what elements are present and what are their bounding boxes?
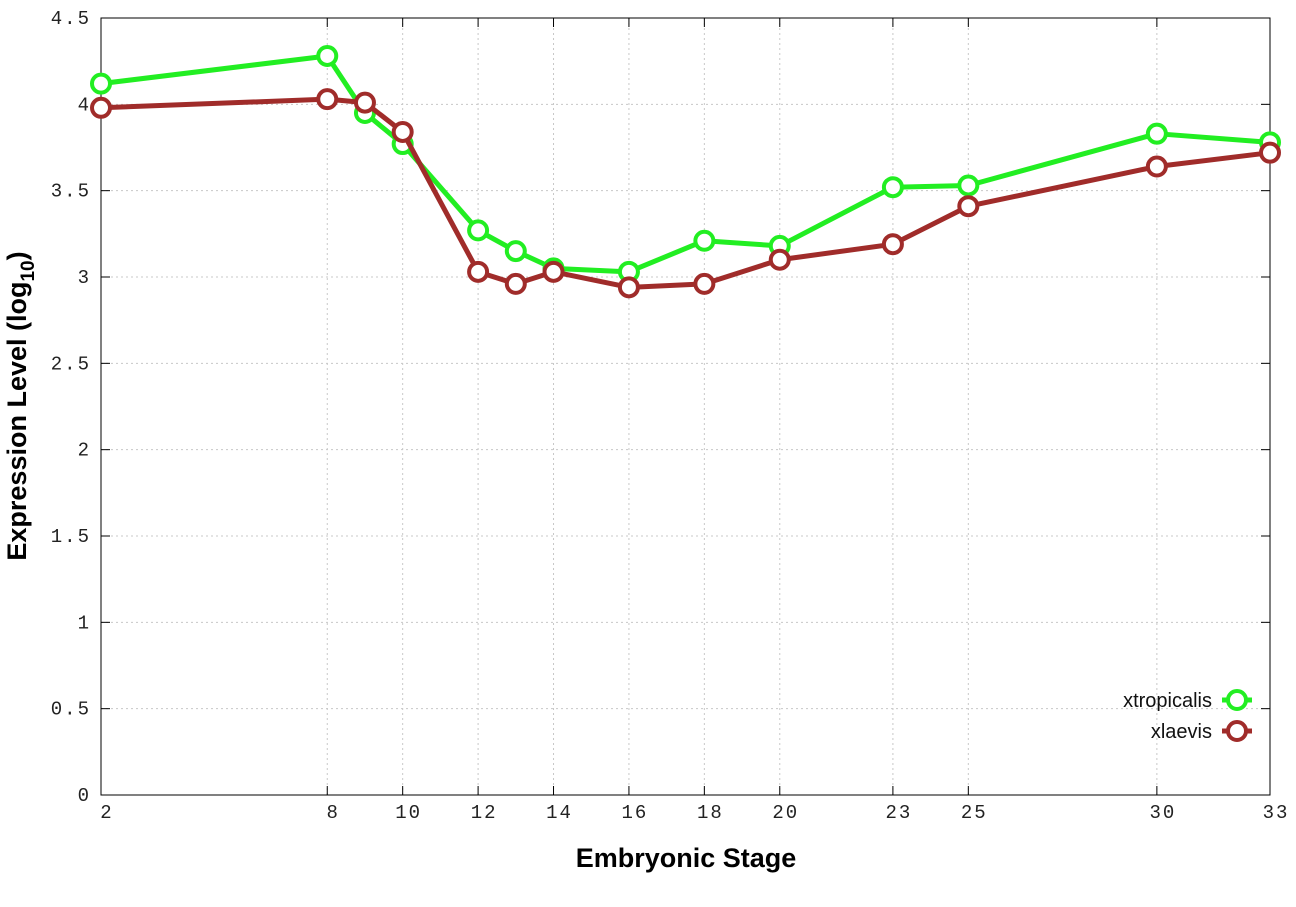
data-point	[391, 120, 414, 143]
series-line	[100, 96, 1271, 290]
data-point	[504, 240, 527, 263]
x-tick-label: 8	[327, 802, 340, 824]
y-axis-title-subscript: 10	[18, 260, 39, 281]
y-tick-label: 1	[78, 612, 91, 634]
data-point	[542, 260, 565, 283]
data-point	[768, 248, 791, 271]
x-axis-title: Embryonic Stage	[576, 843, 797, 873]
y-axis-title: Expression Level (log10)	[2, 251, 39, 560]
legend-label: xlaevis	[1151, 721, 1212, 743]
x-tick-label: 33	[1263, 802, 1290, 824]
data-point	[504, 272, 527, 295]
y-axis-title-text: Expression Level (log	[2, 282, 32, 561]
data-point	[1145, 155, 1168, 178]
y-tick-label: 1.5	[51, 526, 91, 548]
data-point	[1259, 141, 1281, 164]
y-tick-label: 4	[78, 94, 91, 116]
data-point	[467, 219, 490, 242]
data-point	[617, 276, 640, 299]
data-point	[693, 229, 716, 252]
data-point	[693, 272, 716, 295]
legend-label: xtropicalis	[1123, 690, 1212, 712]
x-tick-label: 23	[885, 802, 912, 824]
y-tick-label: 3	[78, 267, 91, 289]
y-tick-label: 2.5	[51, 353, 91, 375]
x-tick-label: 2	[100, 802, 113, 824]
data-point	[467, 260, 490, 283]
x-tick-label: 30	[1149, 802, 1176, 824]
plot-frame	[100, 17, 1271, 796]
y-tick-label: 2	[78, 440, 91, 462]
x-tick-label: 10	[395, 802, 422, 824]
data-point	[353, 91, 376, 114]
x-tick-label: 25	[961, 802, 988, 824]
x-tick-label: 14	[546, 802, 573, 824]
data-point	[90, 96, 112, 119]
data-point	[1145, 122, 1168, 145]
data-point	[90, 72, 112, 95]
data-point	[316, 44, 339, 67]
data-point	[881, 233, 904, 256]
x-tick-label: 12	[471, 802, 498, 824]
legend-marker	[1226, 689, 1248, 711]
x-tick-label: 18	[697, 802, 724, 824]
series-line	[100, 53, 1271, 275]
legend-marker	[1226, 720, 1248, 742]
y-tick-label: 0.5	[51, 699, 91, 721]
y-tick-label: 4.5	[51, 8, 91, 30]
x-tick-label: 20	[772, 802, 799, 824]
data-point	[957, 195, 980, 218]
data-point	[316, 88, 339, 111]
y-tick-label: 3.5	[51, 181, 91, 203]
data-point	[881, 176, 904, 199]
x-tick-label: 16	[622, 802, 649, 824]
y-tick-label: 0	[78, 785, 91, 807]
y-axis-title-end: )	[2, 251, 32, 260]
data-point	[957, 174, 980, 197]
